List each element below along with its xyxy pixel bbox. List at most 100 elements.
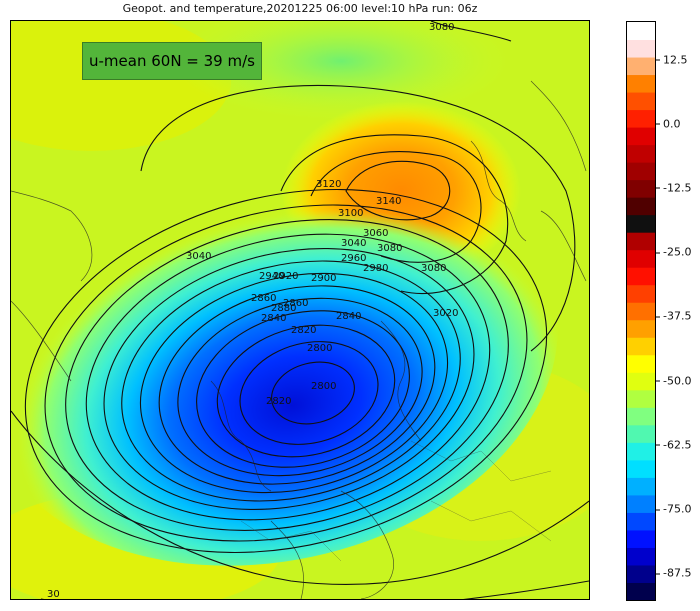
coastline-south (270, 490, 394, 599)
u-mean-annotation: u-mean 60N = 39 m/s (82, 42, 262, 80)
colorbar-segment (627, 92, 655, 111)
contour-3100 (280, 134, 509, 295)
contour-label: 3080 (429, 22, 454, 33)
contour-3040 (24, 188, 548, 554)
colorbar-segment (627, 74, 655, 93)
colorbar-segment (627, 547, 655, 566)
contour-2820 (239, 341, 379, 445)
contour-label: 3040 (341, 238, 366, 249)
contour-label: 2940 (259, 271, 284, 282)
contour-2960 (103, 248, 475, 510)
contour-2940 (121, 260, 461, 502)
colorbar-tick-label: -87.5 (656, 567, 691, 580)
contour-labels: 3080 3120 3140 3100 3080 3060 3080 3020 … (47, 22, 458, 599)
contour-label: 2840 (336, 311, 361, 322)
borders-east (410, 440, 552, 542)
contour-label: 3080 (377, 243, 402, 254)
contour-label: 2820 (266, 396, 291, 407)
colorbar-segment (627, 564, 655, 583)
colorbar-segment (627, 197, 655, 216)
colorbar-segment (627, 22, 655, 41)
contour-label: 2980 (363, 263, 388, 274)
borders (240, 440, 552, 562)
contour-label: 3060 (363, 228, 388, 239)
coastline-center (210, 380, 272, 492)
contour-2880 (177, 297, 423, 477)
map-title: Geopot. and temperature,20201225 06:00 l… (122, 2, 478, 15)
coastline-east (470, 140, 527, 242)
colorbar-segment (627, 582, 655, 600)
contour-2840 (216, 324, 396, 458)
colorbar-segment (627, 214, 655, 233)
contour-2860 (196, 310, 410, 468)
contour-2920 (139, 272, 449, 494)
contour-label: 2800 (311, 381, 336, 392)
contour-label: 3120 (316, 179, 341, 190)
colorbar-segment (627, 442, 655, 461)
colorbar-segment (627, 109, 655, 128)
contour-label: 2860 (283, 298, 308, 309)
colorbar-tick-label: 12.5 (656, 53, 688, 66)
borders-south (240, 520, 342, 562)
colorbar-tick-label: -37.5 (656, 310, 691, 323)
colorbar-segment (627, 127, 655, 146)
colorbar-tick-label: 0.0 (656, 117, 681, 130)
contour-label: 2960 (341, 253, 366, 264)
colorbar-gradient (627, 22, 655, 600)
coastline-west (11, 190, 93, 382)
contour-3080-north (430, 21, 512, 42)
colorbar-segment (627, 494, 655, 513)
colorbar-segment (627, 267, 655, 286)
colorbar-tick-label: -62.5 (656, 438, 691, 451)
colorbar-segment (627, 477, 655, 496)
contour-label: 2920 (273, 271, 298, 282)
contour-label: 2800 (307, 343, 332, 354)
contour-label: 3040 (186, 251, 211, 262)
contour-label: 2860 (251, 293, 276, 304)
colorbar-segment (627, 179, 655, 198)
colorbar-segment (627, 319, 655, 338)
geopotential-temperature-map: 3080 3120 3140 3100 3080 3060 3080 3020 … (11, 21, 589, 599)
colorbar-tick-label: -50.0 (656, 374, 691, 387)
contour-label: 30 (47, 589, 60, 599)
colorbar-segment (627, 372, 655, 391)
coastline-ne (530, 80, 587, 282)
contour-3080-outer (140, 84, 576, 352)
colorbar-tick-label: -25.0 (656, 246, 691, 259)
contour-label: 2840 (261, 313, 286, 324)
colorbar-segment (627, 459, 655, 478)
colorbar-segment (627, 144, 655, 163)
colorbar-tick-label: -12.5 (656, 181, 691, 194)
contour-3020 (44, 204, 528, 542)
coastlines (11, 80, 587, 599)
contour-3140 (345, 160, 451, 221)
colorbar-segment (627, 284, 655, 303)
contour-label: 2880 (271, 303, 296, 314)
colorbar-segment (627, 39, 655, 58)
contour-3060-south (11, 410, 589, 586)
contour-label: 3140 (376, 196, 401, 207)
colorbar-segment (627, 512, 655, 531)
contour-3080-south (41, 580, 589, 599)
contour-3000 (65, 219, 509, 531)
coastline-scandinavia (380, 320, 422, 442)
contour-2900 (158, 285, 436, 485)
colorbar-segment (627, 354, 655, 373)
colorbar-segment (627, 529, 655, 548)
colorbar-segment (627, 57, 655, 76)
colorbar-tick-label: -75.0 (656, 503, 691, 516)
colorbar-segment (627, 232, 655, 251)
colorbar-segment (627, 249, 655, 268)
contour-label: 2820 (291, 325, 316, 336)
colorbar-segment (627, 407, 655, 426)
contour-label: 3080 (421, 263, 446, 274)
colorbar-segment (627, 424, 655, 443)
contour-2980 (85, 233, 491, 521)
temperature-colorbar (626, 21, 656, 601)
contour-2800 (271, 361, 355, 425)
colorbar-segment (627, 162, 655, 181)
geopotential-contours (11, 21, 589, 599)
colorbar-segment (627, 302, 655, 321)
colorbar-ticks: 12.5 0.0 -12.5 -25.0 -37.5 -50.0 -62.5 -75.0 -87… (656, 21, 700, 601)
colorbar-segment (627, 389, 655, 408)
